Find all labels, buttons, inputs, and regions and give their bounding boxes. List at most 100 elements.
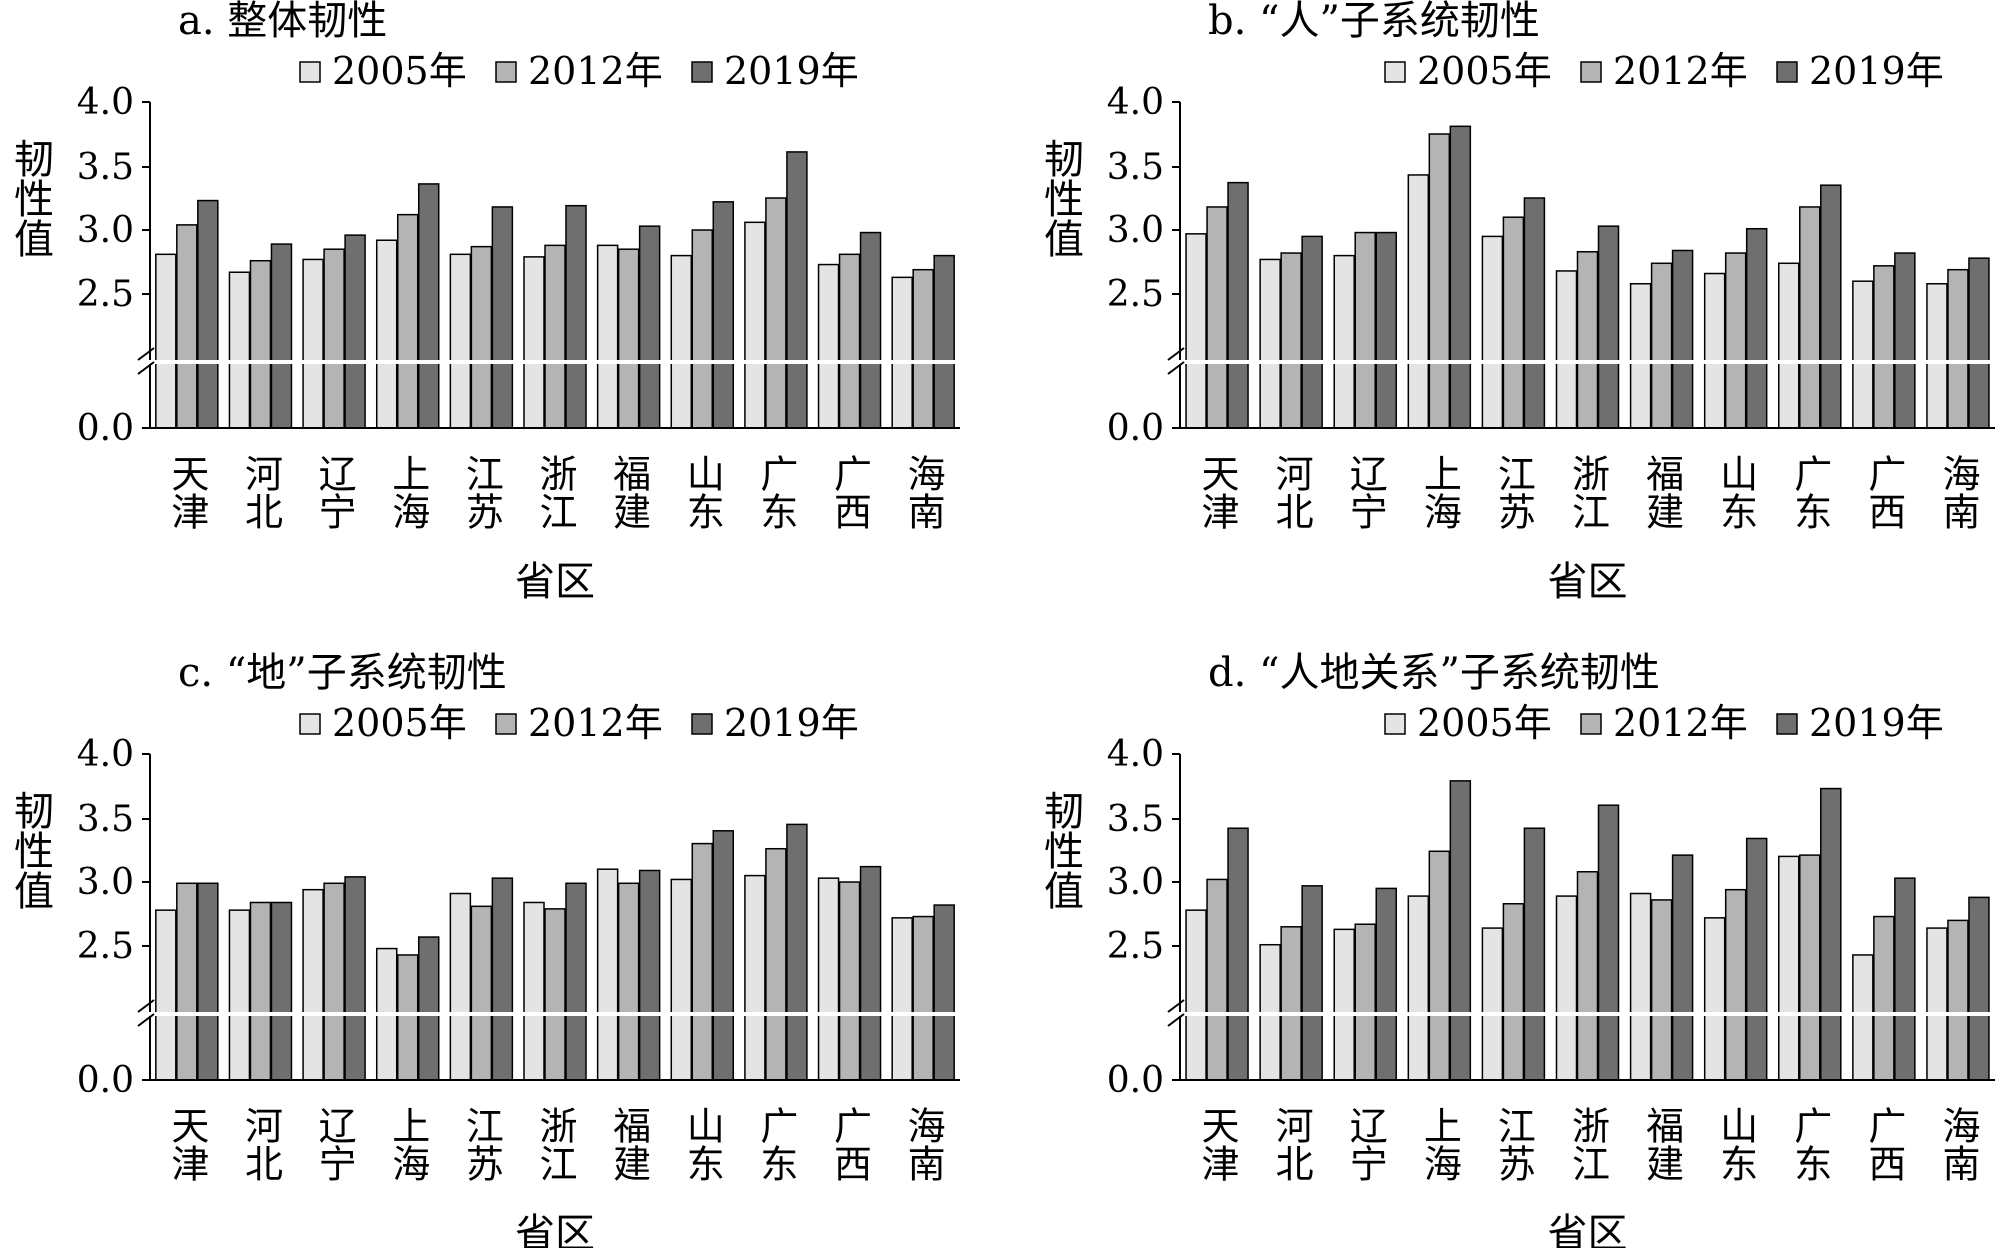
bar: [396, 954, 419, 1081]
bar: [1259, 258, 1281, 429]
bar: [417, 183, 440, 429]
bar: [1333, 254, 1355, 429]
bar: [197, 882, 219, 1081]
bar: [1481, 235, 1504, 429]
bar: [859, 231, 882, 429]
bar: [1555, 270, 1578, 429]
bar: [1206, 206, 1228, 429]
bar: [1778, 855, 1800, 1081]
x-tick-label: 河北: [238, 1106, 282, 1182]
bar: [302, 888, 324, 1081]
bar: [712, 201, 735, 429]
bar: [1703, 917, 1726, 1081]
bar: [744, 221, 766, 429]
bar: [933, 254, 955, 429]
x-tick-label: 浙江: [1566, 1106, 1610, 1182]
bar: [1852, 280, 1874, 429]
x-axis-title: 省区: [1548, 1211, 1628, 1248]
x-tick-label: 河北: [1269, 454, 1313, 530]
bar: [249, 901, 272, 1081]
bar: [1449, 780, 1472, 1081]
bar: [155, 253, 177, 429]
bar: [817, 877, 840, 1081]
bar: [786, 823, 808, 1081]
bar: [197, 199, 219, 429]
x-tick-label: 江苏: [1491, 1106, 1535, 1182]
bar: [670, 878, 693, 1081]
bar-group: [155, 823, 955, 1081]
legend-label-3: 2019年: [724, 701, 859, 745]
x-tick-label: 天津: [1195, 454, 1239, 530]
bar: [596, 244, 619, 429]
y-tick-label: 3.0: [1107, 210, 1164, 251]
bar: [523, 256, 545, 429]
bar: [617, 248, 640, 429]
bar: [1778, 262, 1800, 429]
y-tick-label: 4.0: [1107, 734, 1164, 775]
legend-swatch-2: [1580, 61, 1602, 83]
y-tick-label: 0.0: [77, 1060, 134, 1101]
bar: [228, 909, 251, 1081]
bar-group: [1185, 125, 1990, 429]
x-tick-label: 浙江: [533, 454, 577, 530]
bar: [1671, 854, 1694, 1081]
bar: [712, 830, 735, 1081]
y-tick-label: 0.0: [77, 408, 134, 449]
x-tick-label: 江苏: [1491, 454, 1535, 530]
axis-break-mark: [1167, 361, 1185, 375]
x-tick-label: 广东: [1788, 1106, 1832, 1182]
x-tick-label: 广东: [754, 454, 798, 530]
bar: [176, 882, 198, 1081]
y-tick-label: 0.0: [1107, 1060, 1164, 1101]
bar: [1629, 892, 1652, 1081]
bar: [1745, 227, 1768, 429]
bar: [912, 915, 934, 1081]
y-axis-title: 韧性值: [1037, 790, 1083, 910]
legend-label-1: 2005年: [332, 49, 467, 93]
bar-group: [155, 151, 955, 429]
bar: [1968, 257, 1990, 429]
y-tick-label: 3.5: [1107, 147, 1164, 188]
legend-swatch-3: [691, 61, 713, 83]
bar: [765, 197, 787, 429]
x-tick-label: 广西: [828, 1106, 872, 1182]
x-tick-label: 辽宁: [1343, 454, 1387, 530]
bar: [449, 253, 472, 429]
x-tick-label: 广西: [828, 454, 872, 530]
legend-label-3: 2019年: [724, 49, 859, 93]
bar: [1428, 850, 1451, 1081]
bar: [1852, 954, 1874, 1081]
bar: [470, 245, 493, 429]
bar: [891, 276, 913, 429]
bar: [1185, 909, 1207, 1081]
bar: [691, 842, 714, 1081]
bar: [838, 253, 861, 429]
bar: [565, 882, 587, 1081]
legend-label-2: 2012年: [528, 49, 663, 93]
chart-title: b. “人”子系统韧性: [1208, 0, 1540, 44]
bar: [912, 268, 934, 429]
y-tick-label: 2.5: [77, 274, 134, 315]
chart-title: c. “地”子系统韧性: [178, 650, 507, 696]
chart-legend: 2005年 2012年 2019年: [299, 49, 859, 93]
x-tick-label: 福建: [1640, 454, 1684, 530]
bar: [1407, 174, 1430, 429]
x-tick-label: 广西: [1862, 454, 1906, 530]
x-axis-title: 省区: [515, 559, 595, 605]
x-tick-label: 天津: [165, 454, 209, 530]
bar: [1799, 206, 1821, 429]
bar: [786, 151, 808, 429]
bar: [617, 882, 640, 1081]
bar: [691, 229, 714, 429]
legend-swatch-2: [495, 713, 517, 735]
axis-break-mark: [137, 361, 155, 375]
bar: [670, 254, 693, 429]
bar: [1724, 888, 1747, 1081]
bar: [838, 881, 861, 1081]
bar: [270, 243, 293, 429]
bar: [1820, 184, 1842, 429]
bar: [1894, 252, 1916, 429]
axis-break-mark: [1167, 999, 1185, 1013]
